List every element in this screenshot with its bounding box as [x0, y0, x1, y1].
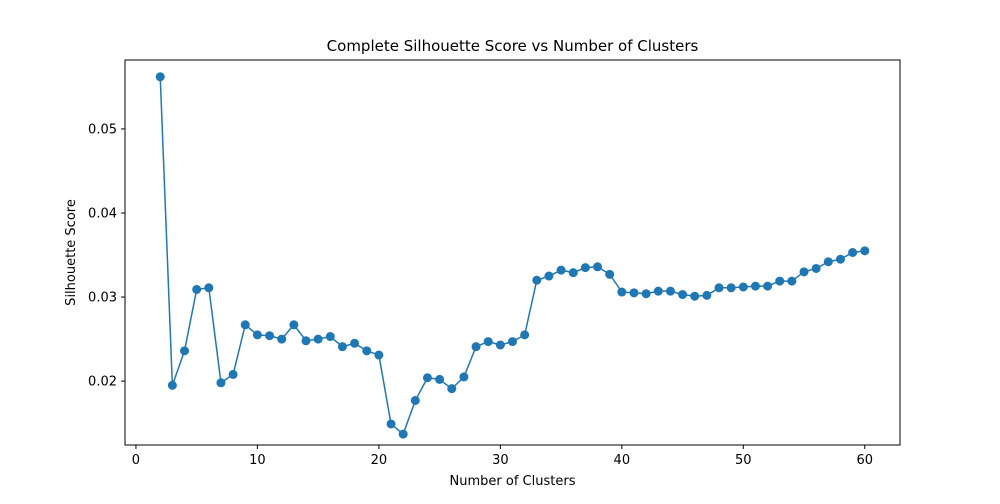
data-point: [678, 290, 688, 300]
data-point: [532, 275, 542, 285]
data-point: [216, 378, 226, 388]
data-point: [775, 276, 785, 286]
data-point: [337, 342, 347, 352]
x-axis-ticks: 0 10 20 30 40 50 60: [132, 445, 873, 468]
data-point: [180, 346, 190, 356]
data-point: [617, 287, 627, 297]
plot-area-frame: [124, 59, 901, 446]
data-point: [787, 276, 797, 286]
x-tick-label: 0: [132, 453, 140, 468]
data-point: [629, 288, 639, 298]
data-point: [702, 290, 712, 300]
data-point: [350, 338, 360, 348]
data-point: [398, 429, 408, 439]
data-point: [593, 262, 603, 272]
data-point: [641, 289, 651, 299]
data-point: [410, 395, 420, 405]
data-point: [860, 246, 870, 256]
data-point: [301, 336, 311, 346]
data-point: [763, 281, 773, 291]
y-axis-label: Silhouette Score: [64, 199, 79, 306]
data-point: [738, 282, 748, 292]
data-point: [483, 337, 493, 347]
data-point: [508, 337, 517, 347]
data-point: [750, 281, 760, 291]
data-point: [265, 331, 275, 341]
data-point: [289, 320, 299, 330]
data-point: [447, 384, 457, 394]
x-tick-label: 50: [735, 453, 752, 468]
data-point: [726, 283, 736, 293]
x-tick-label: 60: [856, 453, 873, 468]
y-tick-label: 0.05: [88, 122, 117, 137]
data-point: [714, 283, 724, 293]
data-point: [228, 369, 238, 379]
data-point: [835, 254, 845, 264]
data-point: [520, 330, 530, 340]
x-tick-label: 40: [614, 453, 631, 468]
data-point: [544, 271, 554, 281]
data-point: [362, 346, 372, 356]
series-layer: [155, 72, 870, 439]
data-point: [459, 372, 469, 382]
data-point: [277, 334, 287, 344]
data-point: [240, 320, 250, 330]
x-axis-label: Number of Clusters: [450, 474, 576, 489]
y-axis-ticks: 0.02 0.03 0.04 0.05: [88, 122, 125, 390]
data-point: [605, 269, 615, 279]
data-point: [665, 286, 675, 296]
x-tick-label: 10: [249, 453, 266, 468]
data-point: [192, 284, 202, 294]
y-tick-label: 0.03: [88, 291, 117, 306]
data-point: [848, 248, 858, 257]
data-point: [580, 263, 590, 273]
data-point: [690, 291, 700, 301]
data-point: [495, 340, 505, 350]
data-point: [435, 374, 445, 384]
data-point: [653, 286, 663, 296]
data-point: [252, 330, 262, 340]
data-point: [386, 419, 396, 429]
x-tick-label: 30: [492, 453, 509, 468]
data-point: [811, 263, 821, 273]
data-point: [325, 332, 335, 342]
data-point: [568, 268, 578, 278]
data-point: [823, 257, 833, 267]
y-tick-label: 0.04: [88, 206, 117, 221]
data-point: [799, 267, 809, 277]
chart-title: Complete Silhouette Score vs Number of C…: [327, 37, 699, 55]
data-point: [167, 380, 177, 390]
data-point: [374, 350, 384, 360]
y-tick-label: 0.02: [88, 375, 117, 390]
data-point: [422, 373, 432, 383]
data-point: [313, 334, 323, 344]
data-point: [556, 265, 566, 275]
data-point: [155, 72, 165, 82]
data-point: [471, 342, 481, 352]
data-point: [204, 283, 214, 293]
x-tick-label: 20: [371, 453, 388, 468]
